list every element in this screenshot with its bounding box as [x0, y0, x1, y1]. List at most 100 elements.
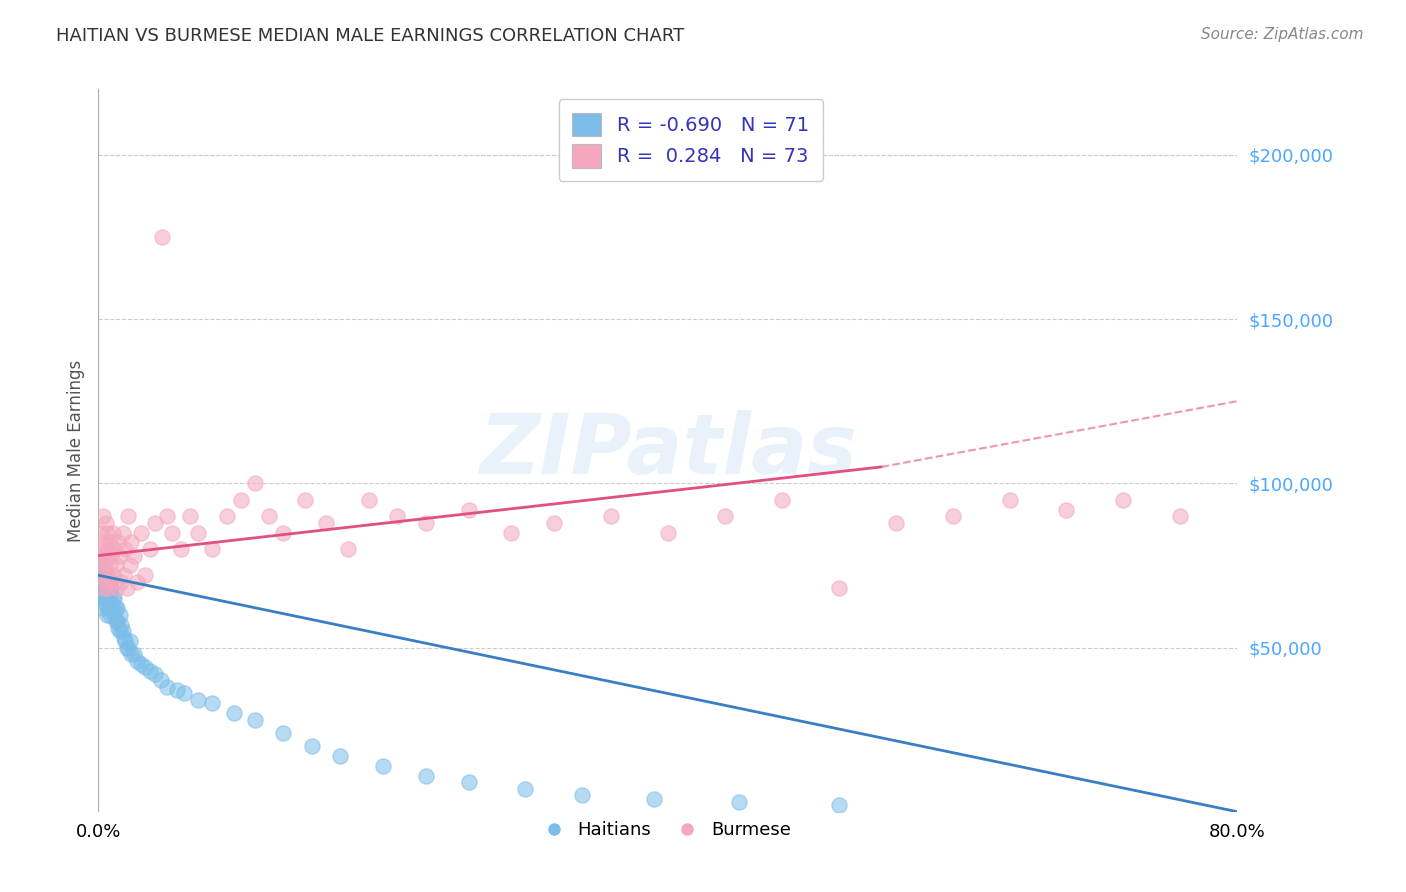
Point [501, 525, 523, 540]
Point [98, 558, 121, 573]
Point [942, 509, 965, 524]
Point [115, 640, 138, 655]
Point [97, 541, 120, 556]
Point [243, 476, 266, 491]
Point [657, 525, 679, 540]
Point [125, 654, 148, 668]
Point [94, 582, 117, 596]
Point [93, 574, 115, 589]
Point [145, 516, 167, 530]
Point [91, 582, 114, 596]
Point [110, 574, 132, 589]
Point [120, 647, 142, 661]
Point [1170, 509, 1192, 524]
Point [105, 601, 128, 615]
Point [96, 568, 118, 582]
Point [229, 492, 252, 507]
Point [105, 582, 128, 596]
Point [98, 535, 121, 549]
Point [93, 535, 115, 549]
Point [120, 535, 142, 549]
Point [89, 582, 111, 596]
Point [94, 598, 117, 612]
Point [387, 509, 409, 524]
Point [97, 591, 120, 606]
Point [179, 509, 201, 524]
Point [457, 502, 479, 516]
Point [150, 673, 173, 688]
Point [336, 541, 359, 556]
Point [122, 549, 145, 563]
Point [100, 598, 122, 612]
Point [152, 230, 174, 244]
Point [98, 584, 121, 599]
Legend: Haitians, Burmese: Haitians, Burmese [537, 814, 799, 846]
Point [90, 568, 112, 582]
Point [91, 509, 114, 524]
Point [96, 607, 118, 622]
Point [101, 601, 124, 615]
Point [162, 525, 184, 540]
Point [259, 509, 281, 524]
Text: ZIPatlas: ZIPatlas [479, 410, 856, 491]
Point [543, 516, 565, 530]
Point [93, 591, 115, 606]
Point [107, 535, 129, 549]
Point [145, 666, 167, 681]
Point [104, 558, 127, 573]
Point [166, 683, 188, 698]
Point [89, 558, 111, 573]
Point [122, 647, 145, 661]
Point [90, 574, 112, 589]
Point [201, 541, 224, 556]
Point [138, 664, 160, 678]
Point [457, 775, 479, 789]
Point [643, 791, 665, 805]
Point [101, 568, 124, 582]
Point [828, 798, 851, 813]
Y-axis label: Median Male Earnings: Median Male Earnings [66, 359, 84, 541]
Point [98, 607, 121, 622]
Point [90, 591, 112, 606]
Point [373, 758, 395, 772]
Point [110, 617, 132, 632]
Point [97, 574, 120, 589]
Point [90, 525, 112, 540]
Point [104, 601, 127, 615]
Point [156, 509, 179, 524]
Point [770, 492, 793, 507]
Point [138, 541, 160, 556]
Point [108, 624, 131, 639]
Point [100, 574, 122, 589]
Point [111, 525, 134, 540]
Point [117, 509, 139, 524]
Point [112, 568, 135, 582]
Point [156, 680, 179, 694]
Point [243, 713, 266, 727]
Point [97, 582, 120, 596]
Point [114, 634, 136, 648]
Point [600, 509, 623, 524]
Point [94, 591, 117, 606]
Point [91, 549, 114, 563]
Point [714, 509, 737, 524]
Point [91, 568, 114, 582]
Point [415, 769, 437, 783]
Point [215, 509, 238, 524]
Text: HAITIAN VS BURMESE MEDIAN MALE EARNINGS CORRELATION CHART: HAITIAN VS BURMESE MEDIAN MALE EARNINGS … [56, 27, 685, 45]
Point [103, 591, 125, 606]
Point [94, 574, 117, 589]
Point [104, 614, 127, 628]
Point [884, 516, 907, 530]
Point [125, 574, 148, 589]
Point [94, 516, 117, 530]
Point [108, 549, 131, 563]
Point [98, 591, 121, 606]
Point [329, 748, 352, 763]
Point [357, 492, 380, 507]
Point [187, 525, 209, 540]
Point [301, 739, 323, 753]
Point [315, 516, 337, 530]
Point [115, 582, 138, 596]
Point [201, 696, 224, 710]
